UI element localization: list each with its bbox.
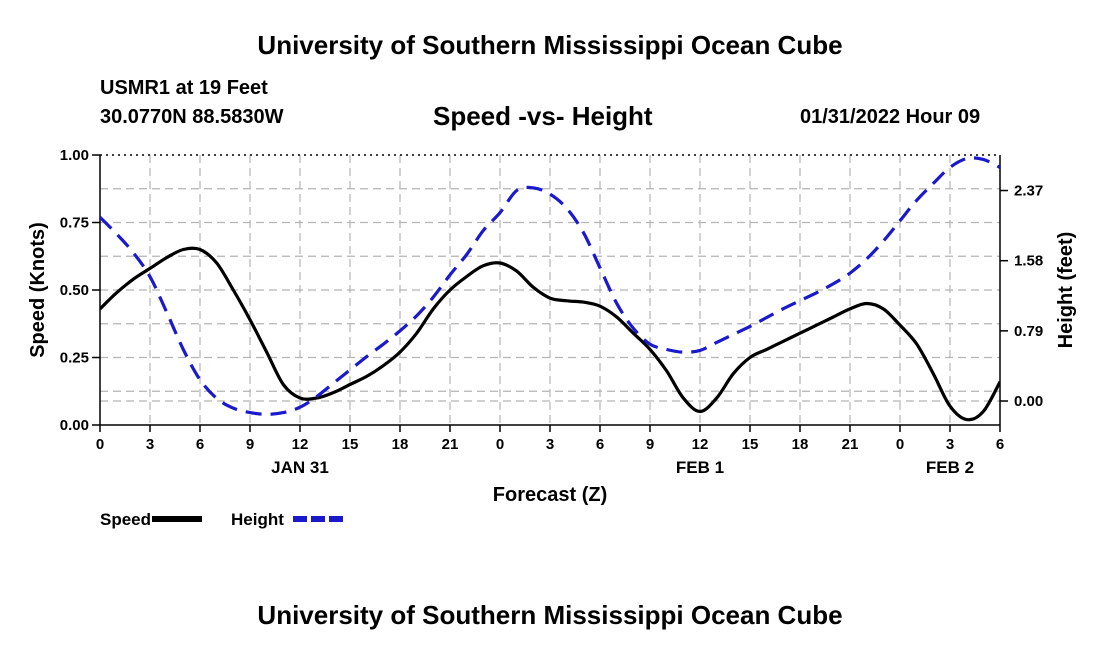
x-tick-label: 12 bbox=[292, 436, 309, 453]
axes bbox=[92, 154, 1008, 432]
series-line-speed bbox=[100, 246, 1000, 422]
y-tick-label: 0.25 bbox=[60, 350, 89, 367]
x-tick-label: 6 bbox=[196, 436, 204, 453]
date-label: JAN 31 bbox=[271, 458, 329, 477]
station-label: USMR1 at 19 Feet bbox=[100, 77, 268, 99]
x-tick-label: 12 bbox=[692, 436, 709, 453]
x-tick-label: 9 bbox=[246, 436, 254, 453]
legend-label-height: Height bbox=[231, 510, 284, 529]
grid-lines bbox=[100, 155, 1000, 425]
y-tick-label: 0.50 bbox=[60, 282, 89, 299]
legend: Speed Height bbox=[100, 510, 343, 529]
x-tick-label: 15 bbox=[342, 436, 359, 453]
datetime-label: 01/31/2022 Hour 09 bbox=[800, 106, 981, 128]
x-tick-label: 3 bbox=[946, 436, 954, 453]
x-tick-label: 21 bbox=[842, 436, 859, 453]
page-title: University of Southern Mississippi Ocean… bbox=[257, 30, 843, 60]
x-tick-label: 6 bbox=[596, 436, 604, 453]
x-tick-label: 0 bbox=[496, 436, 504, 453]
chart-title: Speed -vs- Height bbox=[433, 101, 653, 131]
x-tick-label: 15 bbox=[742, 436, 759, 453]
legend-label-speed: Speed bbox=[100, 510, 151, 529]
y-axis-title: Speed (Knots) bbox=[27, 222, 49, 358]
axis-labels: 0 3 6 9 12 15 18 21 0 3 6 9 12 15 18 21 0 3 6 JAN 31 FEB 1 FE… bbox=[27, 147, 1077, 506]
series-line-height bbox=[100, 156, 1000, 416]
x-tick-label: 18 bbox=[392, 436, 409, 453]
y-tick-label: 0.00 bbox=[60, 417, 89, 434]
y-tick-label: 1.00 bbox=[60, 147, 89, 164]
y2-tick-label: 0.79 bbox=[1014, 323, 1043, 340]
x-tick-label: 0 bbox=[96, 436, 104, 453]
date-label: FEB 1 bbox=[676, 458, 724, 477]
x-tick-label: 9 bbox=[646, 436, 654, 453]
x-tick-label: 3 bbox=[546, 436, 554, 453]
x-tick-label: 21 bbox=[442, 436, 459, 453]
coordinates-label: 30.0770N 88.5830W bbox=[100, 106, 284, 128]
y2-axis-title: Height (feet) bbox=[1055, 232, 1077, 349]
date-label: FEB 2 bbox=[926, 458, 974, 477]
bottom-title: University of Southern Mississippi Ocean… bbox=[257, 600, 843, 630]
y-tick-label: 0.75 bbox=[60, 215, 89, 232]
x-axis-title: Forecast (Z) bbox=[493, 484, 607, 506]
x-tick-label: 18 bbox=[792, 436, 809, 453]
y2-tick-label: 0.00 bbox=[1014, 393, 1043, 410]
y2-tick-label: 2.37 bbox=[1014, 183, 1043, 200]
x-tick-label: 0 bbox=[896, 436, 904, 453]
x-tick-label: 6 bbox=[996, 436, 1004, 453]
series-lines bbox=[100, 156, 1000, 422]
x-tick-label: 3 bbox=[146, 436, 154, 453]
y2-tick-label: 1.58 bbox=[1014, 253, 1043, 270]
